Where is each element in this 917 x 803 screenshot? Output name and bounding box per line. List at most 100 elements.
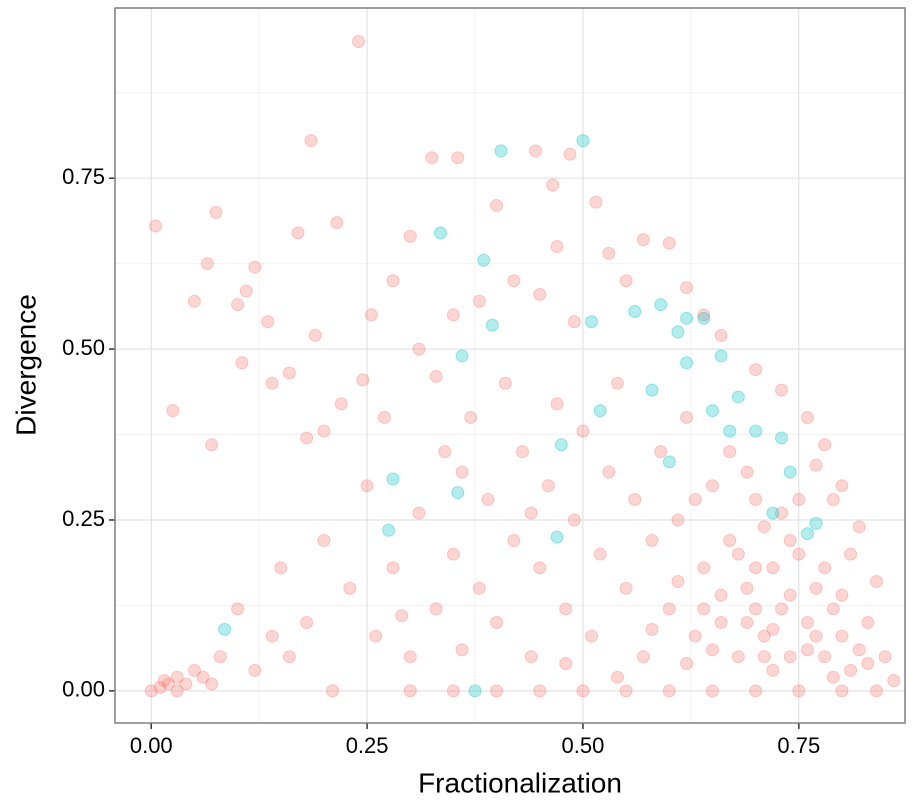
point [731,650,745,664]
point [826,602,840,616]
point [705,404,719,418]
point [265,376,279,390]
point [438,445,452,459]
point [680,311,694,325]
point [852,643,866,657]
point [351,34,365,48]
point [809,516,823,530]
point [235,356,249,370]
point [446,684,460,698]
point [861,616,875,630]
point [248,663,262,677]
point [870,575,884,589]
point [516,445,530,459]
point [403,229,417,243]
point [593,547,607,561]
point [451,486,465,500]
point [852,520,866,534]
point [766,561,780,575]
point [619,274,633,288]
point [386,472,400,486]
point [662,236,676,250]
point [559,657,573,671]
point [671,513,685,527]
point [671,325,685,339]
point [783,650,797,664]
point [403,684,417,698]
point [282,650,296,664]
point [740,465,754,479]
point [412,506,426,520]
point [766,663,780,677]
point [628,492,642,506]
point [477,253,491,267]
point [330,216,344,230]
point [766,506,780,520]
point [585,315,599,329]
point [576,134,590,148]
point [213,650,227,664]
point [274,561,288,575]
point [170,684,184,698]
point [395,609,409,623]
point [446,308,460,322]
point [602,246,616,260]
point [468,684,482,698]
point [714,349,728,363]
point [153,680,167,694]
point [481,492,495,506]
point [662,684,676,698]
point [541,479,555,493]
point [550,240,564,254]
point [619,684,633,698]
point [550,397,564,411]
point [304,134,318,148]
point [835,684,849,698]
point [412,342,426,356]
point [731,547,745,561]
point [749,684,763,698]
point [386,274,400,288]
point [356,373,370,387]
point [403,650,417,664]
point [248,260,262,274]
point [835,479,849,493]
point [671,575,685,589]
point [196,670,210,684]
point [749,424,763,438]
point [369,629,383,643]
point [490,199,504,213]
point [792,492,806,506]
point [749,602,763,616]
point [826,670,840,684]
point [705,684,719,698]
point [714,588,728,602]
point [610,670,624,684]
point [308,328,322,342]
point [593,404,607,418]
point [364,308,378,322]
point [775,602,789,616]
point [697,561,711,575]
point [550,530,564,544]
point [533,287,547,301]
point [282,366,296,380]
point [826,492,840,506]
point [218,622,232,636]
point [507,533,521,547]
point [451,151,465,165]
point [766,622,780,636]
point [377,410,391,424]
point [835,588,849,602]
point [783,533,797,547]
point [645,533,659,547]
point [187,294,201,308]
point [524,650,538,664]
point [757,520,771,534]
point [528,144,542,158]
panel-border [114,7,906,724]
y-tick-label: 0.50 [62,335,105,360]
point [731,390,745,404]
point [602,465,616,479]
point [705,479,719,493]
